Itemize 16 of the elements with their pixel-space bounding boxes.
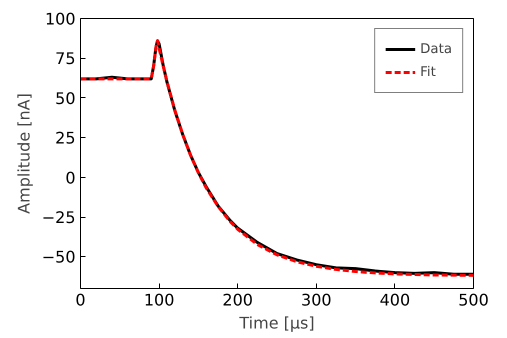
legend-label: Data: [420, 42, 452, 56]
x-tick-label: 200: [222, 290, 253, 310]
y-tick-label: −25: [42, 208, 76, 228]
x-tick-label: 400: [380, 290, 410, 310]
x-tick-label: 500: [458, 290, 489, 310]
y-tick-label: 100: [44, 10, 76, 28]
y-axis-title: Amplitude [nA]: [14, 93, 34, 214]
y-tick-label: −50: [42, 248, 76, 267]
y-tick-label: 50: [55, 88, 76, 108]
y-tick-label: 75: [55, 49, 76, 68]
x-axis-title: Time [μs]: [238, 314, 315, 332]
y-tick-label: 0: [65, 168, 76, 188]
legend-label: Fit: [420, 64, 437, 80]
y-tick-label: 25: [55, 128, 76, 148]
x-tick-label: 100: [144, 290, 174, 310]
x-tick-label: 300: [301, 290, 332, 310]
